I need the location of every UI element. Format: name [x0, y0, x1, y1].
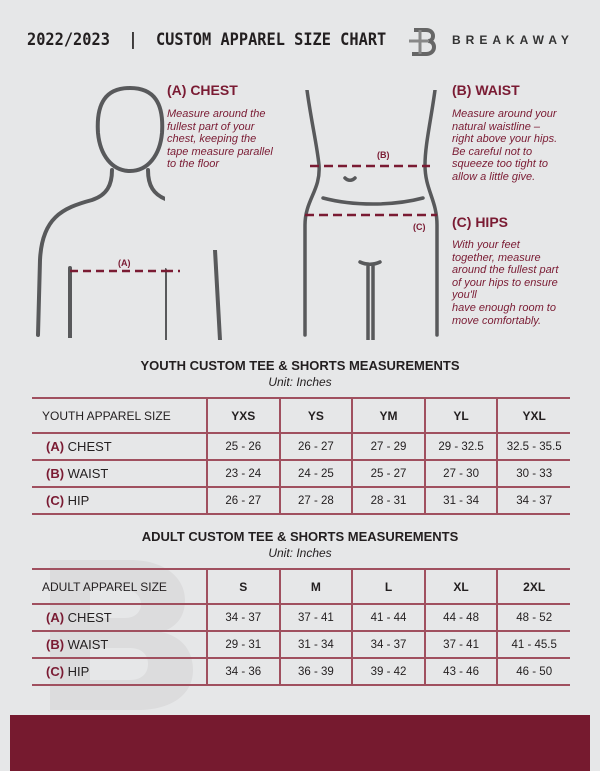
adult-unit: Unit: Inches	[268, 546, 332, 560]
size-column: YL	[424, 397, 499, 434]
size-column: S	[207, 568, 281, 605]
table-row: (C) HIP 26 - 27 27 - 28 28 - 31 31 - 34 34 - …	[32, 487, 570, 515]
waist-figure-illustration: (B) (C)	[303, 90, 439, 340]
table-row: (B) WAIST 23 - 24 24 - 25 25 - 27 27 - 30 30 …	[32, 460, 570, 488]
row-letter: (B)	[46, 465, 65, 481]
cell: 29 - 31	[207, 631, 281, 659]
waist-description: Measure around your natural waistline – ri…	[452, 108, 558, 183]
chest-marker: (A)	[118, 258, 131, 268]
cell: 31 - 34	[424, 487, 499, 515]
size-column: L	[352, 568, 426, 605]
cell: 46 - 50	[497, 658, 570, 686]
cell: 30 - 33	[497, 460, 570, 488]
cell: 27 - 29	[352, 433, 426, 461]
cell: 34 - 37	[497, 487, 570, 515]
cell: 23 - 24	[207, 460, 281, 488]
row-letter: (A)	[46, 438, 65, 454]
cell: 34 - 37	[207, 604, 281, 632]
cell: 37 - 41	[279, 604, 354, 632]
breakaway-logo-icon	[409, 28, 437, 56]
row-letter: (C)	[46, 492, 65, 508]
chest-description: Measure around the fullest part of your ch…	[167, 108, 273, 171]
waist-heading: (B) WAIST	[452, 82, 520, 98]
hips-heading: (C) HIPS	[452, 214, 508, 230]
chest-figure-illustration: (A)	[36, 85, 165, 338]
row-label: WAIST	[67, 465, 109, 481]
cell: 32.5 - 35.5	[497, 433, 570, 461]
row-label: CHEST	[67, 609, 112, 625]
size-column: 2XL	[497, 568, 570, 605]
row-letter: (B)	[46, 636, 65, 652]
cell: 34 - 36	[207, 658, 281, 686]
row-label: WAIST	[67, 636, 109, 652]
cell: 39 - 42	[352, 658, 426, 686]
cell: 25 - 27	[352, 460, 426, 488]
cell: 48 - 52	[497, 604, 570, 632]
cell: 24 - 25	[279, 460, 354, 488]
cell: 28 - 31	[352, 487, 426, 515]
size-header: YOUTH APPAREL SIZE	[32, 397, 208, 434]
cell: 27 - 28	[279, 487, 354, 515]
cell: 25 - 26	[207, 433, 281, 461]
youth-table-title: YOUTH CUSTOM TEE & SHORTS MEASUREMENTS	[140, 358, 460, 373]
hips-marker: (C)	[413, 222, 426, 232]
size-column: M	[279, 568, 354, 605]
cell: 26 - 27	[279, 433, 354, 461]
cell: 43 - 46	[424, 658, 499, 686]
adult-table-title: ADULT CUSTOM TEE & SHORTS MEASUREMENTS	[141, 529, 459, 544]
footer-bar	[10, 715, 590, 771]
cell: 44 - 48	[424, 604, 499, 632]
size-header: ADULT APPAREL SIZE	[32, 568, 208, 605]
cell: 37 - 41	[424, 631, 499, 659]
cell: 34 - 37	[352, 631, 426, 659]
row-label: HIP	[67, 492, 90, 508]
cell: 26 - 27	[207, 487, 281, 515]
waist-marker: (B)	[377, 150, 390, 160]
size-column: XL	[424, 568, 499, 605]
cell: 29 - 32.5	[424, 433, 499, 461]
cell: 27 - 30	[424, 460, 499, 488]
brand-name: BREAKAWAY	[452, 33, 574, 47]
row-letter: (C)	[46, 663, 65, 679]
youth-size-table: YOUTH APPAREL SIZE YXS YS YM YL YXL (A) …	[32, 397, 570, 515]
table-row: (A) CHEST 34 - 37 37 - 41 41 - 44 44 - 48 48 …	[32, 604, 570, 632]
table-row: (C) HIP 34 - 36 36 - 39 39 - 42 43 - 46 46 - …	[32, 658, 570, 686]
cell: 41 - 44	[352, 604, 426, 632]
table-row: (A) CHEST 25 - 26 26 - 27 27 - 29 29 - 32.5 3…	[32, 433, 570, 461]
cell: 31 - 34	[279, 631, 354, 659]
page-title: 2022/2023 | CUSTOM APPAREL SIZE CHART	[27, 30, 387, 50]
size-column: YXL	[497, 397, 570, 434]
youth-unit: Unit: Inches	[268, 375, 332, 389]
chest-heading: (A) CHEST	[167, 82, 238, 98]
row-letter: (A)	[46, 609, 65, 625]
row-label: HIP	[67, 663, 90, 679]
size-column: YXS	[207, 397, 281, 434]
row-label: CHEST	[67, 438, 112, 454]
hips-description: With your feet together, measure around th…	[452, 239, 559, 327]
size-column: YS	[279, 397, 354, 434]
chest-figure-right-arm	[165, 250, 222, 340]
cell: 36 - 39	[279, 658, 354, 686]
table-row: (B) WAIST 29 - 31 31 - 34 34 - 37 37 - 41 41 …	[32, 631, 570, 659]
adult-size-table: ADULT APPAREL SIZE S M L XL 2XL (A) CHES…	[32, 568, 570, 686]
size-column: YM	[352, 397, 426, 434]
table-header-row: YOUTH APPAREL SIZE YXS YS YM YL YXL	[32, 397, 570, 434]
table-header-row: ADULT APPAREL SIZE S M L XL 2XL	[32, 568, 570, 605]
cell: 41 - 45.5	[497, 631, 570, 659]
